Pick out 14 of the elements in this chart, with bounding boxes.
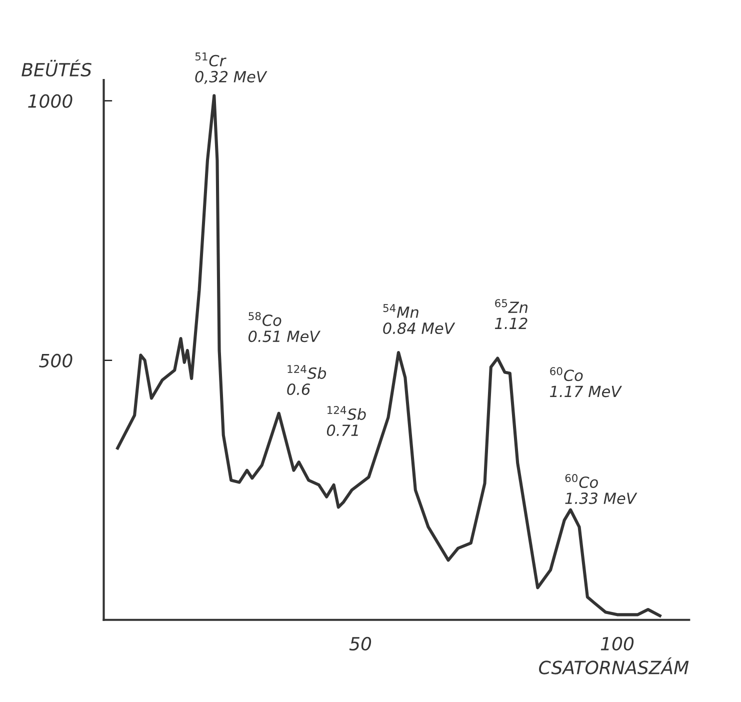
y-tick-label: 500 — [39, 354, 72, 368]
annotation: $^{54}$Mn 0.84 MeV — [383, 304, 456, 334]
x-tick-label: 100 — [600, 636, 634, 651]
annotation: $^{124}$Sb 0.6 — [287, 364, 326, 396]
annotation: $^{65}$Zn 1.12 — [494, 299, 528, 329]
annotation: $^{51}$Cr 0,32 MeV — [195, 52, 268, 84]
y-tick-label: 1000 — [28, 94, 72, 108]
y-axis-title: BEÜTÉS — [22, 60, 92, 77]
annotation: $^{60}$Co 1.33 MeV — [565, 474, 638, 504]
annotation: $^{124}$Sb 0.71 — [326, 406, 366, 436]
x-tick-label: 50 — [349, 636, 372, 651]
x-axis-title: CSATORNASZÁM — [539, 657, 689, 674]
annotation: $^{60}$Co 1.17 MeV — [550, 367, 622, 398]
annotation: $^{58}$Co 0.51 MeV — [248, 312, 321, 342]
